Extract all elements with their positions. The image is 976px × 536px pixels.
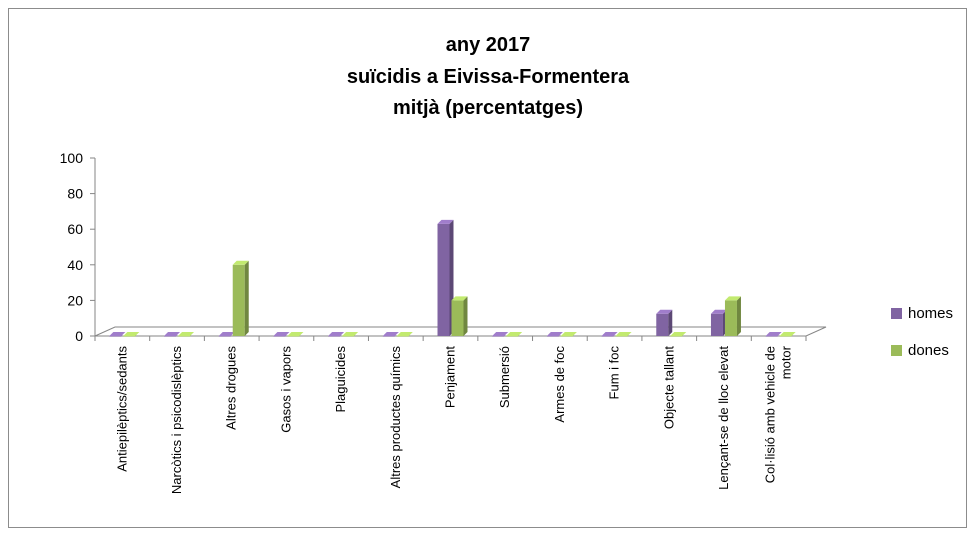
bar-homes xyxy=(273,336,286,337)
x-category-label: motor xyxy=(779,345,794,379)
legend-label-homes: homes xyxy=(908,305,954,322)
bar-homes xyxy=(492,336,505,337)
chart-title-line-2: suïcidis a Eivissa-Formentera xyxy=(346,66,630,88)
bar-dones xyxy=(506,336,519,337)
legend-swatch-dones xyxy=(891,345,902,356)
bar-dones xyxy=(724,300,737,336)
bar-side-dones xyxy=(244,260,249,336)
x-category-label: Penjament xyxy=(443,346,458,409)
bar-homes xyxy=(328,336,341,337)
bar-top-dones xyxy=(396,332,413,336)
bar-homes xyxy=(546,336,559,337)
bar-homes xyxy=(656,313,669,336)
x-category-label: Gasos i vapors xyxy=(278,346,293,433)
bar-dones xyxy=(287,336,300,337)
y-tick-label: 80 xyxy=(67,186,83,202)
bar-dones xyxy=(615,336,628,337)
bar-top-homes xyxy=(765,332,782,336)
x-category-label: Plaguicides xyxy=(333,346,348,413)
x-category-label: Objecte tallant xyxy=(661,346,676,429)
x-category-label: Armes de foc xyxy=(552,346,567,423)
bar-dones xyxy=(396,336,409,337)
bar-top-homes xyxy=(656,309,673,314)
bar-homes xyxy=(218,336,231,337)
x-category-label: Submersió xyxy=(497,346,512,408)
bar-top-dones xyxy=(670,332,687,336)
bar-top-dones xyxy=(724,296,741,301)
bar-top-homes xyxy=(710,309,727,314)
bar-top-homes xyxy=(218,332,235,336)
bar-side-dones xyxy=(463,296,468,336)
bar-top-dones xyxy=(123,332,140,336)
chart-title-line-1: any 2017 xyxy=(445,34,531,56)
bar-top-dones xyxy=(506,332,523,336)
bar-dones xyxy=(342,336,355,337)
legend-item-dones: dones xyxy=(891,342,949,359)
bar-top-dones xyxy=(342,332,359,336)
bar-homes xyxy=(164,336,177,337)
bar-top-homes xyxy=(328,332,345,336)
x-category-label: Antiepilèptics/sedants xyxy=(114,346,129,472)
bar-dones xyxy=(451,300,464,336)
x-category-label: Altres productes químics xyxy=(388,346,403,489)
bar-dones xyxy=(232,264,245,336)
chart-frame xyxy=(8,8,967,528)
y-tick-label: 100 xyxy=(60,150,84,166)
chart-title-line-3: mitjà (percentatges) xyxy=(392,97,584,119)
bar-top-homes xyxy=(546,332,563,336)
x-category-label: Narcòtics i psicodislèptics xyxy=(169,346,184,495)
x-category-label: Col·lisió amb vehicle de xyxy=(763,346,778,483)
legend-item-homes: homes xyxy=(891,305,953,322)
bar-dones xyxy=(560,336,573,337)
bar-homes xyxy=(437,223,450,336)
bar-top-homes xyxy=(437,219,454,224)
bar-top-dones xyxy=(560,332,577,336)
bar-top-dones xyxy=(451,296,468,301)
bar-homes xyxy=(109,336,122,337)
x-category-label: Altres drogues xyxy=(224,346,239,430)
bar-top-dones xyxy=(232,260,249,265)
bar-top-homes xyxy=(273,332,290,336)
bar-top-homes xyxy=(109,332,126,336)
bar-top-homes xyxy=(382,332,399,336)
bar-homes xyxy=(710,313,723,336)
bar-dones xyxy=(123,336,136,337)
bar-top-dones xyxy=(178,332,195,336)
y-tick-label: 60 xyxy=(67,221,83,237)
x-category-label: Fum i foc xyxy=(607,346,622,400)
bar-top-homes xyxy=(164,332,181,336)
bar-homes xyxy=(382,336,395,337)
y-tick-label: 20 xyxy=(67,292,83,308)
bar-top-dones xyxy=(287,332,304,336)
bar-homes xyxy=(601,336,614,337)
bar-homes xyxy=(765,336,778,337)
bar-dones xyxy=(670,336,683,337)
bar-top-dones xyxy=(779,332,796,336)
bar-top-dones xyxy=(615,332,632,336)
bar-dones xyxy=(178,336,191,337)
bar-side-dones xyxy=(736,296,741,336)
bar-side-homes xyxy=(668,309,673,336)
y-tick-label: 0 xyxy=(75,328,83,344)
bar-top-homes xyxy=(601,332,618,336)
legend-label-dones: dones xyxy=(908,342,949,359)
legend-swatch-homes xyxy=(891,308,902,319)
y-tick-label: 40 xyxy=(67,257,83,273)
bar-top-homes xyxy=(492,332,509,336)
bar-dones xyxy=(779,336,792,337)
x-category-label: Lençant-se de lloc elevat xyxy=(716,346,731,490)
